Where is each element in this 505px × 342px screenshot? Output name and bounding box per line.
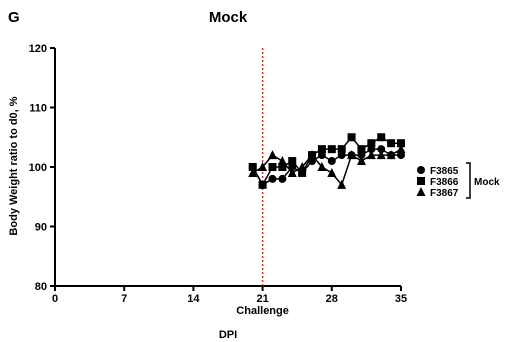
series-line [252,136,401,187]
legend-entry: F3865 [430,166,459,177]
series-line [252,148,402,187]
data-point [248,163,257,171]
y-tick-label: 110 [29,103,47,115]
data-point [288,157,297,166]
data-point [366,150,376,160]
data-point [298,168,307,177]
data-point [268,174,277,183]
data-point [386,150,396,160]
y-axis-label: Body Weight ratio to d0, % [8,96,20,235]
series-F3867 [248,144,406,189]
data-point [327,157,336,166]
data-point [356,156,366,166]
data-point [397,139,405,148]
data-point [268,163,277,171]
data-point [337,145,346,154]
data-point [267,150,277,160]
series-group [248,133,406,189]
data-point [258,162,268,171]
legend-group-label: Mock [474,177,500,188]
data-point [278,163,287,171]
chart-title: Mock [209,9,248,26]
x-tick-label: 21 [256,293,268,305]
x-tick-label: 35 [395,293,407,305]
x-tick-label: 7 [121,293,127,305]
data-point [317,162,327,171]
data-point [297,162,307,171]
y-tick-label: 80 [35,281,47,293]
legend-entry: F3866 [430,177,459,188]
data-point [248,167,258,177]
data-point [387,139,396,148]
y-tick-label: 120 [29,43,47,55]
series-F3866 [248,133,405,189]
data-point [258,180,267,189]
data-point [357,145,366,154]
legend-marker-square [417,177,425,185]
data-point [287,167,297,177]
data-point [317,145,326,154]
data-point [278,174,287,183]
data-point [376,150,386,160]
challenge-label: Challenge [236,305,289,317]
x-axis-label: DPI [219,329,237,341]
legend-marker-circle [417,166,425,174]
panel-label: G [8,9,20,26]
data-point [347,150,357,160]
data-point [307,150,317,160]
x-tick-label: 14 [187,293,200,305]
data-point [396,144,406,154]
series-line [252,148,401,186]
data-point [347,133,356,142]
x-tick-label: 0 [52,293,58,305]
data-point [277,156,287,166]
data-point [327,167,337,177]
data-point [367,139,376,148]
challenge-marker: Challenge [236,48,289,317]
data-point [337,179,347,189]
data-point [377,133,386,142]
legend-bracket [466,162,471,199]
data-point [377,145,386,154]
x-tick-label: 28 [326,293,338,305]
legend-entry: F3867 [430,188,459,199]
legend-marker-triangle [416,187,426,196]
axes: 80 90 100 110 120 0 7 14 21 28 35 [29,43,407,305]
y-tick-label: 100 [29,162,47,174]
data-point [327,145,336,154]
y-tick-label: 90 [35,222,47,234]
